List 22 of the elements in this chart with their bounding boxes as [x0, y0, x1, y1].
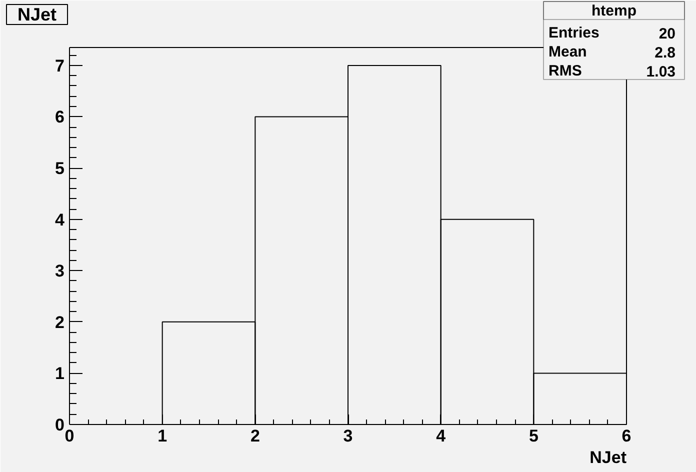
x-tick-label: 1	[158, 426, 168, 446]
y-tick-label: 1	[55, 364, 65, 384]
y-tick-label: 3	[55, 262, 65, 281]
x-tick-label: 4	[436, 426, 446, 446]
y-tick-label: 7	[55, 56, 65, 76]
y-tick-label: 5	[55, 159, 65, 178]
text: 20	[658, 25, 676, 42]
annotation: RMS	[548, 62, 582, 80]
y-tick-label: 2	[55, 312, 65, 332]
text: 2.8	[654, 44, 676, 62]
x-axis-title: NJet	[590, 448, 627, 467]
x-tick-label: 2	[250, 426, 260, 446]
text: 1.03	[646, 64, 676, 81]
text: htemp	[592, 2, 636, 20]
text: Entries	[548, 24, 600, 42]
annotation: Mean	[548, 44, 587, 60]
chart-title: NJet	[18, 4, 57, 24]
y-tick-label: 6	[55, 108, 65, 127]
x-tick-label: 5	[528, 426, 538, 446]
x-tick-label: 6	[622, 426, 632, 446]
x-tick-label: 3	[343, 426, 353, 446]
y-tick-label: 4	[55, 210, 66, 230]
